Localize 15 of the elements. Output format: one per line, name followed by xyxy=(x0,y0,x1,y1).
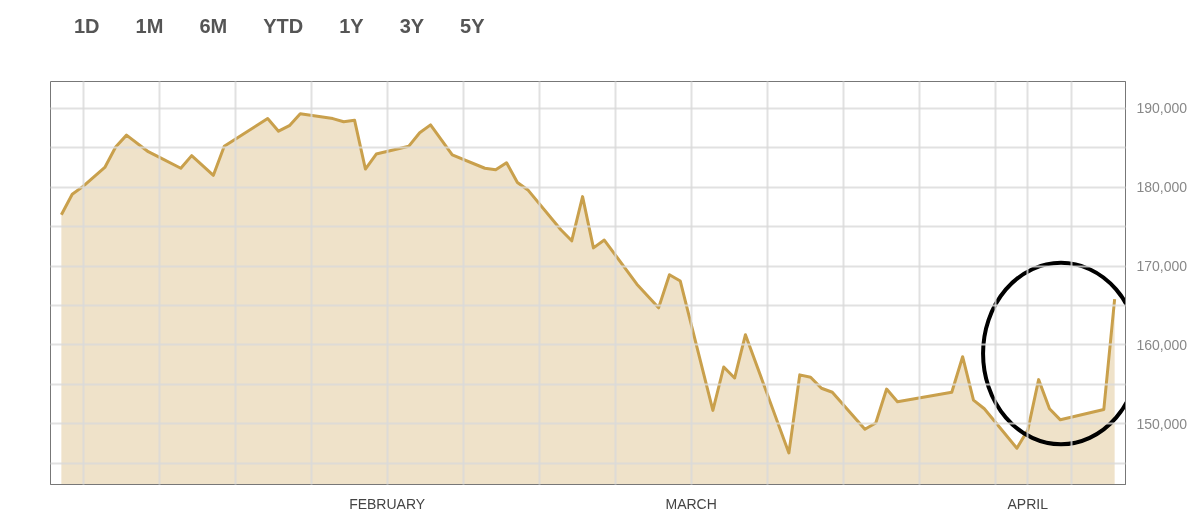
text: 1M xyxy=(134,14,165,39)
y-tick-label: 190,000 xyxy=(1136,100,1188,117)
y-tick-label: 170,000 xyxy=(1136,258,1188,275)
text: YTD xyxy=(262,14,305,39)
y-tick-label: 180,000 xyxy=(1136,179,1188,196)
y-tick-label: 160,000 xyxy=(1136,336,1188,353)
x-tick-label: FEBRUARY xyxy=(349,495,426,512)
text: 6M xyxy=(198,14,229,39)
text: 5Y xyxy=(459,14,486,39)
x-tick-label: MARCH xyxy=(665,495,717,512)
x-tick-label: APRIL xyxy=(1007,495,1049,512)
text: 3Y xyxy=(398,14,426,39)
text: 1Y xyxy=(338,14,365,39)
y-tick-label: 150,000 xyxy=(1136,415,1188,432)
text: 1D xyxy=(73,14,101,39)
